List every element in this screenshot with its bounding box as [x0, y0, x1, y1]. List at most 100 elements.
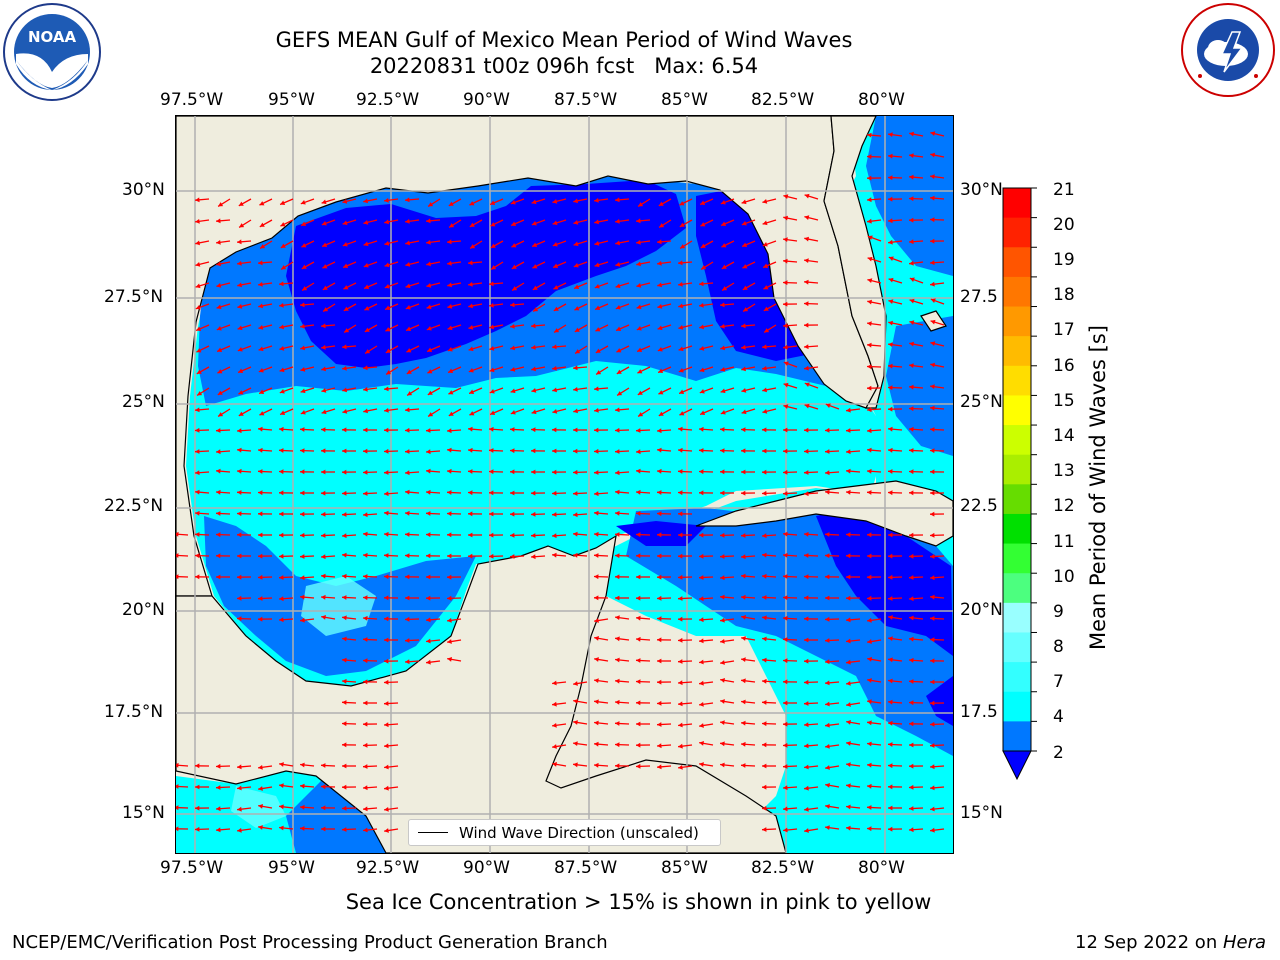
wind-wave-arrowhead — [510, 324, 515, 329]
wind-wave-arrowhead — [930, 511, 935, 517]
wind-wave-arrowhead — [195, 470, 200, 476]
wind-wave-arrowhead — [426, 240, 431, 245]
lat-label-right: 20°N — [960, 600, 1003, 620]
wind-wave-arrowhead — [867, 699, 872, 704]
wind-wave-arrowhead — [783, 448, 788, 454]
wind-wave-arrowhead — [531, 533, 536, 538]
wind-wave-arrowhead — [195, 449, 200, 454]
wind-wave-arrowhead — [657, 261, 662, 266]
wind-wave-arrowhead — [909, 636, 914, 642]
wind-wave-arrowhead — [867, 741, 872, 747]
wind-wave-arrowhead — [699, 741, 704, 746]
wind-wave-arrowhead — [909, 657, 914, 663]
lat-label-right: 27.5 — [960, 287, 998, 307]
wind-wave-arrowhead — [510, 554, 515, 559]
wind-wave-arrowhead — [846, 574, 851, 580]
wind-wave-arrowhead — [930, 281, 935, 287]
wind-wave-arrowhead — [909, 679, 914, 684]
wind-wave-arrowhead — [846, 783, 851, 789]
wind-wave-arrowhead — [783, 194, 789, 199]
wind-wave-arrowhead — [363, 512, 368, 518]
wind-wave-arrowhead — [216, 240, 221, 245]
wind-wave-arrowhead — [237, 574, 242, 580]
wind-wave-arrowhead — [720, 660, 725, 665]
wind-wave-arrowhead — [615, 305, 621, 310]
colorbar-tick: 16 — [1053, 356, 1075, 376]
colorbar-cell — [1003, 543, 1031, 574]
wind-wave-arrowhead — [468, 346, 474, 352]
wind-wave-arrowhead — [636, 553, 641, 559]
wind-wave-arrowhead — [300, 448, 305, 454]
wind-wave-arrowhead — [405, 449, 410, 454]
wind-wave-arrowhead — [679, 222, 685, 227]
wind-wave-arrowhead — [426, 511, 431, 516]
wind-wave-arrowhead — [846, 532, 851, 538]
wind-wave-arrowhead — [258, 447, 263, 453]
wind-wave-arrowhead — [279, 532, 284, 538]
wind-wave-arrowhead — [363, 742, 368, 748]
wind-wave-arrowhead — [825, 403, 831, 408]
wind-wave-arrowhead — [615, 553, 620, 559]
wind-wave-arrowhead — [447, 511, 452, 517]
wind-wave-arrowhead — [405, 240, 410, 246]
wind-wave-arrowhead — [867, 468, 872, 474]
wind-wave-arrowhead — [888, 490, 893, 496]
colorbar-tick: 12 — [1053, 496, 1075, 516]
wind-wave-arrowhead — [552, 762, 557, 767]
wind-wave-arrowhead — [196, 369, 202, 374]
wind-wave-arrowhead — [825, 532, 830, 537]
wind-wave-arrowhead — [575, 349, 581, 354]
lat-label-left: 25°N — [122, 392, 165, 412]
wind-wave-arrowhead — [930, 785, 935, 791]
wind-wave-arrowhead — [216, 489, 221, 495]
wind-wave-arrowhead — [930, 195, 935, 201]
wind-wave-arrowhead — [426, 595, 431, 601]
colorbar-cell — [1003, 573, 1031, 604]
wind-wave-arrowhead — [657, 637, 662, 643]
wind-wave-arrowhead — [279, 617, 284, 623]
wind-wave-arrowhead — [930, 469, 935, 475]
wind-wave-arrowhead — [658, 201, 664, 206]
wind-wave-arrowhead — [846, 825, 851, 831]
wind-wave-arrowhead — [237, 595, 242, 601]
wind-wave-arrowhead — [867, 197, 872, 203]
wind-wave-arrowhead — [867, 783, 872, 789]
wind-wave-arrowhead — [258, 426, 263, 432]
wind-wave-arrowhead — [217, 347, 223, 352]
wind-wave-arrowhead — [321, 323, 326, 329]
wind-wave-arrowhead — [216, 785, 221, 790]
wind-wave-arrowhead — [678, 282, 683, 287]
wind-wave-arrowhead — [363, 365, 368, 371]
chart-subtitle: 20220831 t00z 096h fcst Max: 6.54 — [369, 54, 759, 78]
wind-wave-arrowhead — [342, 242, 348, 247]
wind-wave-arrowhead — [762, 344, 767, 350]
wind-wave-arrowhead — [279, 804, 284, 810]
wind-wave-arrowhead — [426, 261, 431, 267]
wind-wave-arrowhead — [637, 369, 643, 374]
wind-wave-arrowhead — [867, 299, 872, 305]
wind-wave-arrowhead — [363, 263, 369, 268]
wind-wave-arrowhead — [489, 389, 495, 394]
wind-wave-arrowhead — [363, 427, 368, 433]
wind-wave-arrowhead — [216, 218, 221, 224]
wind-wave-arrowhead — [804, 637, 809, 643]
wind-wave-arrowhead — [489, 532, 494, 538]
wind-wave-arrowhead — [279, 281, 284, 287]
sea-ice-note: Sea Ice Concentration > 15% is shown in … — [0, 890, 1280, 914]
wind-wave-arrowhead — [888, 553, 893, 559]
wind-wave-arrowhead — [365, 349, 371, 354]
wind-wave-arrowhead — [363, 448, 368, 454]
wind-wave-arrowhead — [384, 574, 389, 580]
wind-wave-arrowhead — [469, 222, 475, 227]
colorbar-tick: 10 — [1053, 567, 1075, 587]
wind-wave-arrowhead — [888, 342, 893, 347]
wind-wave-arrowhead — [237, 785, 242, 791]
wind-wave-arrowhead — [678, 368, 684, 373]
wind-wave-arrowhead — [300, 826, 305, 831]
wind-wave-arrowhead — [531, 554, 536, 560]
wind-wave-arrowhead — [867, 553, 872, 559]
wind-wave-arrowhead — [321, 221, 327, 226]
wind-wave-arrowhead — [699, 680, 704, 686]
colorbar-cell — [1003, 425, 1031, 456]
wind-wave-arrowhead — [406, 369, 412, 374]
